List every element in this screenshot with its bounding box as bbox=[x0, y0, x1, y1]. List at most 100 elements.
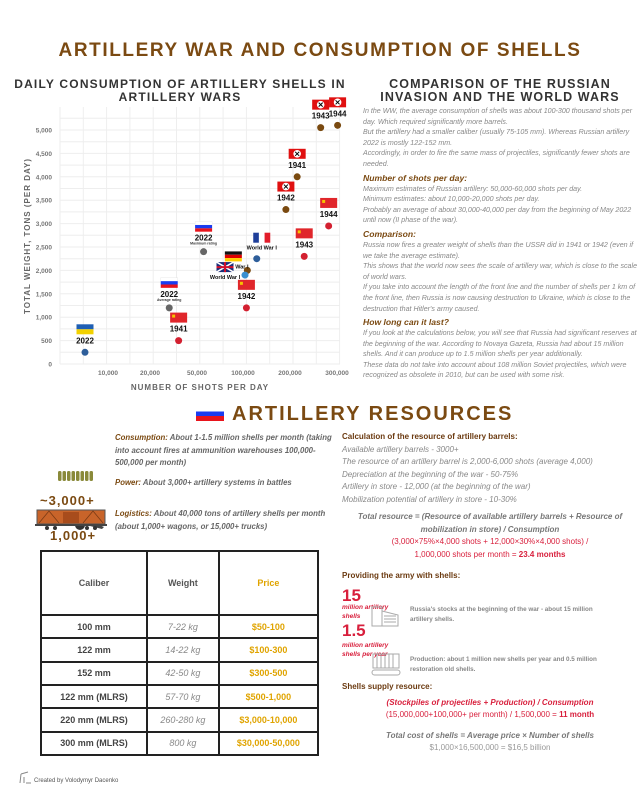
russia-flag-icon bbox=[194, 221, 213, 232]
flag-part bbox=[239, 281, 243, 285]
price-cell: $50-100 bbox=[217, 614, 320, 640]
barrels-formula: Total resource = (Resource of available … bbox=[357, 512, 623, 534]
caliber-cell: 122 mm (MLRS) bbox=[39, 684, 149, 710]
point-label: 1943 bbox=[295, 240, 313, 249]
data-point bbox=[293, 173, 301, 181]
ukraine-flag-icon bbox=[76, 324, 94, 335]
cost-formula: Total cost of shells = Average price × N… bbox=[386, 730, 594, 740]
caliber-cell: 300 mm (MLRS) bbox=[39, 730, 149, 757]
resources-title: ARTILLERY RESOURCES bbox=[232, 402, 514, 425]
comparison-text: In the WW, the average consumption of sh… bbox=[363, 106, 638, 381]
point-label: World War I bbox=[218, 264, 249, 270]
flag-part bbox=[216, 262, 234, 273]
point-label: 1944 bbox=[329, 109, 347, 118]
nazi-flag-icon bbox=[329, 97, 347, 108]
x-tick-label: 50,000 bbox=[187, 370, 207, 377]
footer: Created by Volodymyr Dacenko bbox=[18, 770, 118, 784]
data-point bbox=[241, 271, 249, 279]
y-tick-label: 1,500 bbox=[36, 291, 53, 298]
flag-part bbox=[224, 258, 242, 262]
wagons-count: 1,000+ bbox=[50, 528, 97, 543]
production-number: 1.5 bbox=[342, 621, 366, 640]
power-text: Power: About 3,000+ artillery systems in… bbox=[115, 477, 335, 490]
point-label: 2022 bbox=[76, 336, 94, 345]
flag-part bbox=[195, 228, 213, 232]
resources-heading: ARTILLERY RESOURCES bbox=[196, 403, 513, 425]
stock-unit: million artillery shells bbox=[342, 604, 389, 620]
y-tick-label: 500 bbox=[41, 338, 52, 345]
flag-part bbox=[160, 277, 178, 282]
last-heading: How long can it last? bbox=[363, 317, 449, 328]
supply-result: 11 month bbox=[559, 710, 595, 719]
logistics-text: Logistics: About 40,000 tons of artiller… bbox=[115, 508, 335, 533]
nazi-flag-icon bbox=[312, 99, 330, 110]
y-tick-label: 2,000 bbox=[36, 268, 53, 275]
table-row: 152 mm 42-50 kg $300-500 bbox=[39, 660, 320, 687]
ussr-flag-icon bbox=[170, 312, 188, 323]
consumption-key: Consumption: bbox=[115, 433, 168, 442]
weight-cell: 7-22 kg bbox=[146, 614, 220, 640]
supply-heading: Shells supply resource: bbox=[342, 682, 433, 691]
data-point bbox=[334, 121, 342, 129]
flag-part bbox=[160, 281, 178, 285]
production-unit: million artillery shells per year bbox=[342, 642, 389, 658]
table-row: 100 mm 7-22 kg $50-100 bbox=[39, 614, 320, 640]
flag-part bbox=[170, 312, 188, 323]
flag-part bbox=[253, 232, 259, 243]
barrels-line-5: Mobilization potential of artillery in s… bbox=[342, 494, 517, 504]
weight-cell: 260-280 kg bbox=[146, 707, 220, 733]
price-cell: $30,000-50,000 bbox=[217, 730, 320, 757]
y-tick-label: 4,500 bbox=[36, 151, 53, 158]
table-header: Caliber Weight Price bbox=[39, 549, 320, 617]
flag-part bbox=[160, 284, 178, 288]
point-label: World War I bbox=[247, 246, 278, 252]
barrels-heading: Calculation of the resource of artillery… bbox=[342, 432, 518, 441]
shots-2: Minimum estimates: about 10,000-20,000 s… bbox=[363, 195, 540, 204]
intro-2: But the artillery had a smaller caliber … bbox=[363, 128, 630, 147]
weight-cell: 800 kg bbox=[146, 730, 220, 757]
supply-calc-text: (15,000,000+100,000+ per month) / 1,500,… bbox=[385, 710, 560, 719]
barrels-result: 23.4 months bbox=[518, 549, 566, 559]
power-value: About 3,000+ artillery systems in battle… bbox=[142, 478, 292, 487]
nazi-flag-icon bbox=[277, 181, 295, 192]
data-point bbox=[300, 252, 308, 260]
table-row: 122 mm 14-22 kg $100-300 bbox=[39, 637, 320, 663]
y-tick-label: 5,000 bbox=[36, 128, 53, 135]
production-text: Production: about 1 million new shells p… bbox=[410, 656, 597, 673]
data-point bbox=[282, 206, 290, 214]
russia-flag-icon bbox=[196, 407, 224, 421]
shots-1: Maximum estimates of Russian artillery: … bbox=[363, 184, 583, 193]
footer-credit: Created by Volodymyr Dacenko bbox=[34, 778, 119, 784]
data-point bbox=[200, 248, 208, 256]
railway-wagon-icon bbox=[35, 509, 107, 530]
supply-calc: (15,000,000+100,000+ per month) / 1,500,… bbox=[342, 709, 638, 722]
barrels-calc-1: (3,000×75%×4,000 shots + 12,000×30%×4,00… bbox=[391, 537, 589, 546]
data-point bbox=[81, 348, 89, 356]
comparison-2: This shows that the world now sees the s… bbox=[363, 262, 638, 281]
flag-part bbox=[76, 324, 94, 330]
caliber-table: Caliber Weight Price 100 mm 7-22 kg $50-10… bbox=[39, 549, 320, 757]
data-point bbox=[175, 337, 183, 345]
flag-part bbox=[320, 197, 338, 208]
data-point bbox=[317, 124, 325, 132]
flag-part bbox=[318, 102, 324, 108]
weight-cell: 42-50 kg bbox=[146, 660, 220, 687]
table-row: 220 mm (MLRS) 260-280 kg $3,000-10,000 bbox=[39, 707, 320, 733]
point-label: 1943 bbox=[312, 112, 330, 121]
x-tick-label: 100,000 bbox=[231, 370, 255, 377]
point-label: 1942 bbox=[277, 194, 295, 203]
consumption-text: Consumption: About 1-1.5 million shells … bbox=[115, 432, 335, 470]
barrels-line-3: Depreciation at the beginning of the war… bbox=[342, 469, 519, 479]
providing-section: Providing the army with shells: bbox=[342, 570, 638, 583]
last-1: If you look at the calculations below, y… bbox=[363, 329, 637, 359]
cost-calc: $1,000×16,500,000 = $16,5 billion bbox=[429, 743, 551, 752]
flag-part bbox=[295, 228, 313, 239]
flag-part bbox=[76, 329, 94, 335]
comparison-heading: Comparison: bbox=[363, 228, 416, 239]
table-row: 300 mm (MLRS) 800 kg $30,000-50,000 bbox=[39, 730, 320, 757]
page-title: ARTILLERY WAR AND CONSUMPTION OF SHELLS bbox=[58, 40, 582, 61]
header-price: Price bbox=[217, 549, 320, 617]
germany-flag-icon bbox=[224, 251, 242, 262]
barrels-calc-2: 1,000,000 shots per month = 23.4 months bbox=[342, 549, 638, 562]
point-label: 1941 bbox=[170, 325, 188, 334]
